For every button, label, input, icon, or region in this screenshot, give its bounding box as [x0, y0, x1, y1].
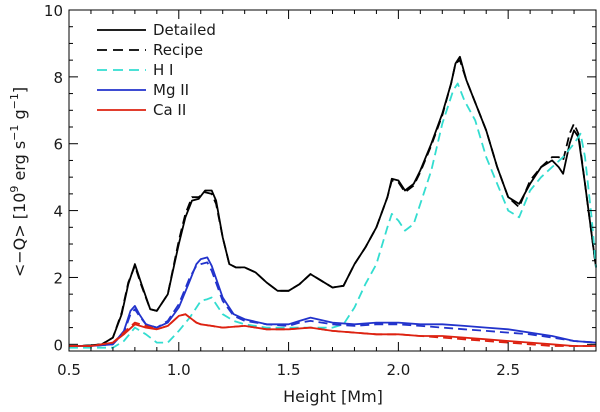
- series-line-recipe: [69, 59, 597, 347]
- y-label-mid2: g: [10, 109, 29, 124]
- y-label-mid1: erg s: [10, 141, 29, 186]
- y-tick-label: 0: [53, 336, 63, 354]
- y-label-sup3: −1: [8, 93, 21, 109]
- y-tick-label: 8: [53, 69, 63, 87]
- x-tick-label: 1.0: [167, 361, 191, 379]
- y-label-post: ]: [10, 87, 29, 93]
- y-label-sup1: 9: [8, 186, 21, 193]
- x-axis-label: Height [Mm]: [283, 387, 383, 406]
- y-axis-label: <−Q> [109 erg s−1 g−1]: [8, 87, 29, 277]
- x-tick-label: 2.0: [386, 361, 410, 379]
- series-line-h-i: [69, 82, 597, 349]
- series-line-ca-ii-recipe: [69, 313, 596, 347]
- tick-labels: 0.5 1.0 1.5 2.0 2.5 0 2 4 6 8 10: [44, 2, 520, 379]
- x-tick-label: 0.5: [57, 361, 81, 379]
- legend-label-recipe: Recipe: [153, 41, 203, 59]
- legend-label-detailed: Detailed: [153, 21, 216, 39]
- legend-label-mg-ii: Mg II: [153, 81, 189, 99]
- y-tick-label: 2: [53, 269, 63, 287]
- series-line-mg-ii-recipe: [69, 261, 597, 347]
- x-tick-label: 2.5: [496, 361, 520, 379]
- y-tick-label: 4: [53, 203, 63, 221]
- y-tick-label: 10: [44, 2, 63, 20]
- y-label-pre: <−Q> [10: [10, 193, 29, 278]
- series-line-mg-ii: [69, 256, 597, 347]
- y-tick-label: 6: [53, 136, 63, 154]
- legend: Detailed Recipe H I Mg II Ca II: [97, 21, 216, 119]
- plot-lines: [69, 55, 597, 349]
- y-label-sup2: −1: [8, 125, 21, 141]
- axes: [68, 9, 597, 351]
- legend-label-h-i: H I: [153, 61, 173, 79]
- legend-label-ca-ii: Ca II: [153, 101, 186, 119]
- x-tick-label: 1.5: [277, 361, 301, 379]
